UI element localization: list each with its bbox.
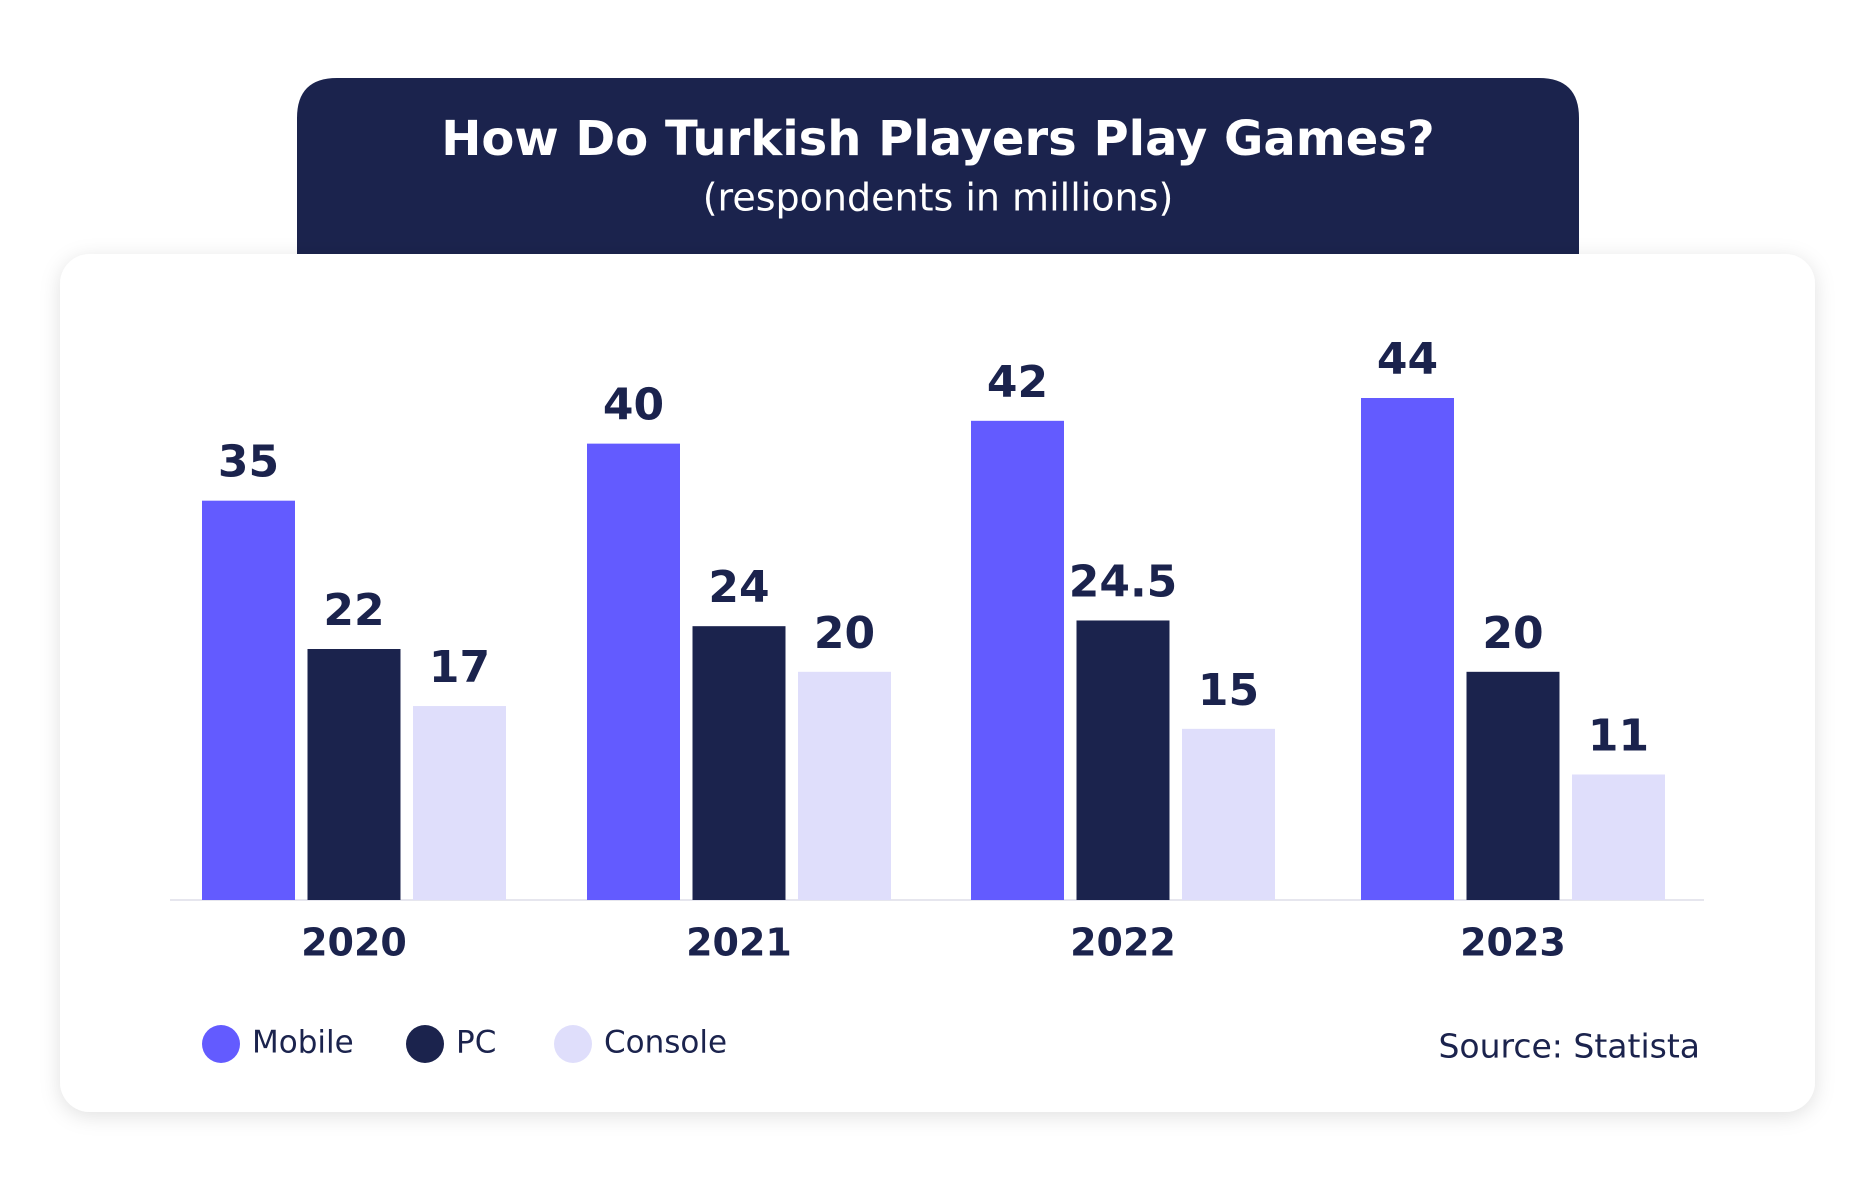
bar: [692, 626, 786, 900]
x-tick-label: 2022: [1070, 921, 1176, 965]
legend-label: Console: [604, 1025, 727, 1061]
value-label: 22: [323, 585, 384, 636]
x-tick-label: 2023: [1460, 921, 1566, 965]
value-label: 17: [429, 642, 490, 693]
bar: [1572, 774, 1665, 900]
source: Source: Statista: [1438, 1027, 1700, 1066]
chart-title: How Do Turkish Players Play Games?: [441, 111, 1435, 167]
legend-label: Mobile: [252, 1025, 354, 1061]
bar: [202, 500, 295, 900]
bar: [587, 443, 680, 900]
x-tick-label: 2020: [301, 921, 407, 965]
bar: [413, 706, 506, 900]
legend-marker: [554, 1025, 592, 1063]
value-label: 24: [708, 562, 769, 613]
legend-label: PC: [456, 1025, 496, 1061]
value-label: 24.5: [1069, 556, 1178, 607]
bar: [307, 649, 401, 900]
bar: [1076, 620, 1170, 900]
bar: [1182, 728, 1275, 900]
value-label: 20: [1482, 608, 1543, 659]
bar: [971, 420, 1064, 900]
legend-marker: [202, 1025, 240, 1063]
value-label: 15: [1198, 665, 1259, 716]
bar: [1361, 398, 1454, 900]
value-label: 42: [987, 357, 1048, 408]
legend-marker: [406, 1025, 444, 1063]
value-label: 11: [1588, 711, 1649, 762]
bar: [1466, 671, 1560, 900]
x-tick-label: 2021: [686, 921, 792, 965]
value-label: 35: [218, 437, 279, 488]
value-label: 20: [814, 608, 875, 659]
value-label: 44: [1377, 334, 1438, 385]
value-label: 40: [603, 380, 664, 431]
chart-subtitle: (respondents in millions): [703, 176, 1174, 220]
bar: [798, 671, 891, 900]
header-box: [297, 78, 1579, 254]
